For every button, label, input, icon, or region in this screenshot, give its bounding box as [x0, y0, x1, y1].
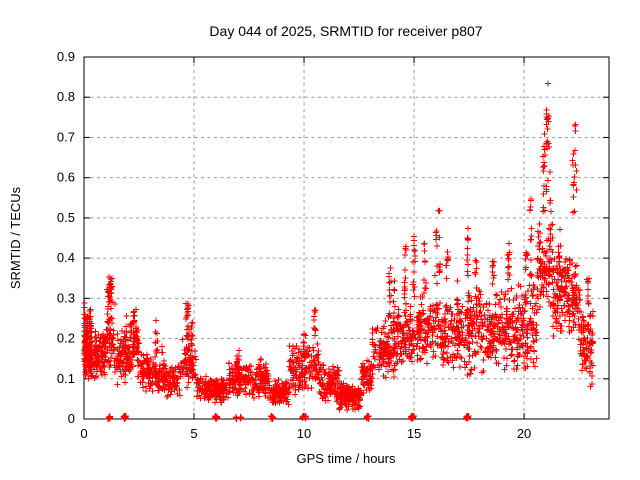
x-axis-label: GPS time / hours [297, 451, 396, 466]
x-tick-label: 15 [407, 426, 421, 441]
x-tick-label: 20 [517, 426, 531, 441]
x-tick-label: 5 [190, 426, 197, 441]
plot-border [83, 56, 610, 420]
x-tick-label: 10 [297, 426, 311, 441]
y-tick-label: 0.1 [57, 371, 75, 386]
y-axis-label: SRMTID / TECUs [8, 186, 23, 289]
x-tick-label: 0 [80, 426, 87, 441]
y-tick-labels: 0 0.1 0.2 0.3 0.4 0.5 0.6 0.7 0.8 0.9 [57, 49, 75, 426]
y-tick-label: 0.5 [57, 210, 75, 225]
chart-title: Day 044 of 2025, SRMTID for receiver p80… [209, 23, 482, 39]
y-tick-label: 0 [68, 411, 75, 426]
y-tick-label: 0.9 [57, 49, 75, 64]
y-tick-label: 0.6 [57, 170, 75, 185]
y-tick-label: 0.4 [57, 250, 75, 265]
y-tick-label: 0.7 [57, 129, 75, 144]
y-tick-label: 0.2 [57, 331, 75, 346]
y-tick-label: 0.3 [57, 290, 75, 305]
x-tick-labels: 0 5 10 15 20 [80, 426, 531, 441]
scatter-points [81, 80, 596, 422]
y-tick-label: 0.8 [57, 89, 75, 104]
